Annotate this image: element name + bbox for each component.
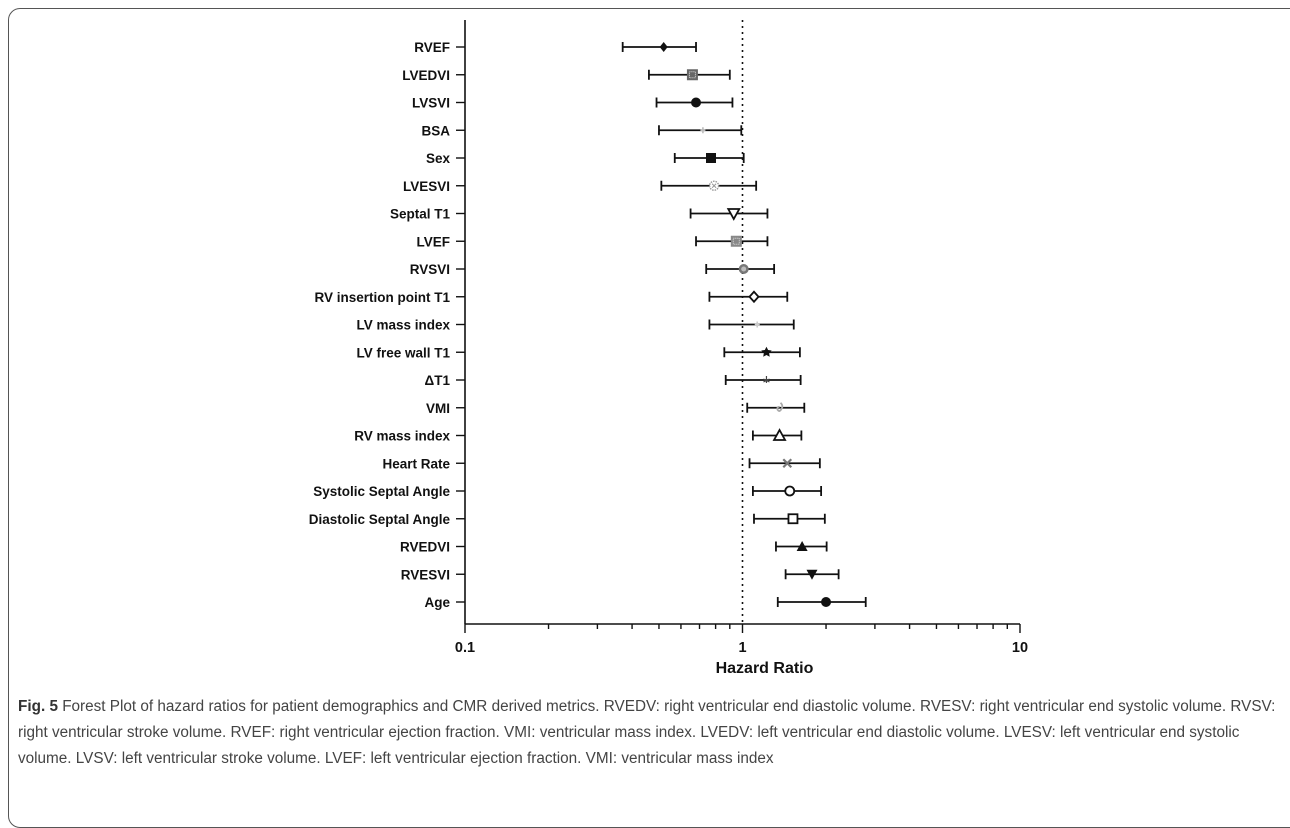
forest-row <box>705 264 776 274</box>
forest-row <box>751 428 803 441</box>
forest-row <box>621 42 697 52</box>
row-label: Heart Rate <box>382 456 450 471</box>
row-label: Age <box>424 595 450 610</box>
row-label: ΔT1 <box>425 373 451 388</box>
x-tick-label: 0.1 <box>455 640 475 656</box>
data-point <box>748 290 760 304</box>
figure-label: Fig. 5 <box>18 698 58 715</box>
row-label: LVSVI <box>412 96 450 111</box>
data-point <box>796 541 808 551</box>
x-tick-label: 10 <box>1012 640 1028 656</box>
data-point-detail <box>711 183 717 189</box>
forest-row <box>648 69 731 81</box>
row-label: LV mass index <box>356 318 450 333</box>
data-point <box>784 485 796 497</box>
forest-row <box>776 597 867 607</box>
row-label: RVESVI <box>401 567 450 582</box>
data-point-detail <box>732 237 740 245</box>
row-label: LVEF <box>417 234 451 249</box>
forest-row <box>655 97 734 108</box>
data-point <box>754 321 760 328</box>
row-label: Systolic Septal Angle <box>313 484 450 499</box>
data-point <box>761 346 772 357</box>
data-point <box>659 42 668 52</box>
row-label: Diastolic Septal Angle <box>309 512 451 527</box>
data-point <box>706 153 717 163</box>
row-labels: RVEF LVEDVI LVSVI BSA Sex LVESVI Septal T1 LVEF… <box>309 40 465 610</box>
row-label: RVEDVI <box>400 540 450 555</box>
data-point-detail <box>688 71 696 79</box>
data-point <box>787 513 799 525</box>
row-label: RV mass index <box>354 429 450 444</box>
forest-row <box>689 208 769 221</box>
row-label: LV free wall T1 <box>356 345 450 360</box>
forest-plot: RVEF LVEDVI LVSVI BSA Sex LVESVI Septal T1 LVEF… <box>309 20 1028 677</box>
data-point <box>772 428 787 441</box>
figure-caption: Fig. 5 Forest Plot of hazard ratios for … <box>18 694 1280 772</box>
data-point <box>776 402 784 412</box>
forest-row <box>751 485 823 497</box>
caption-text: Forest Plot of hazard ratios for patient… <box>18 698 1276 767</box>
data-point <box>726 208 741 221</box>
row-label: RV insertion point T1 <box>314 290 450 305</box>
data-point <box>700 127 706 134</box>
row-label: RVEF <box>414 40 450 55</box>
forest-row <box>708 290 789 304</box>
forest-row <box>723 346 801 358</box>
row-label: BSA <box>421 123 450 138</box>
row-label: LVESVI <box>403 179 450 194</box>
x-tick-label: 1 <box>738 640 746 656</box>
forest-row <box>746 402 806 413</box>
forest-row <box>658 125 743 136</box>
x-axis-title: Hazard Ratio <box>716 660 814 677</box>
forest-row <box>748 458 821 469</box>
data-point-detail <box>741 266 747 272</box>
row-label: Septal T1 <box>390 207 451 222</box>
x-axis-ticks: 0.1 1 10 <box>455 624 1028 656</box>
data-point <box>806 569 818 580</box>
row-label: LVEDVI <box>402 68 450 83</box>
forest-row <box>724 375 802 385</box>
forest-row <box>784 569 840 580</box>
data-point <box>763 376 770 383</box>
data-point <box>686 69 698 81</box>
row-label: Sex <box>426 151 451 166</box>
forest-row <box>660 180 758 191</box>
forest-row <box>753 513 826 525</box>
forest-row <box>708 319 795 330</box>
row-label: VMI <box>426 401 450 416</box>
data-point <box>730 235 742 247</box>
row-label: RVSVI <box>410 262 450 277</box>
forest-row <box>673 153 745 163</box>
data-point <box>782 458 793 469</box>
forest-row <box>695 235 769 247</box>
data-point <box>821 597 832 607</box>
forest-rows <box>621 42 867 607</box>
forest-row <box>775 541 828 552</box>
data-point <box>691 97 702 108</box>
